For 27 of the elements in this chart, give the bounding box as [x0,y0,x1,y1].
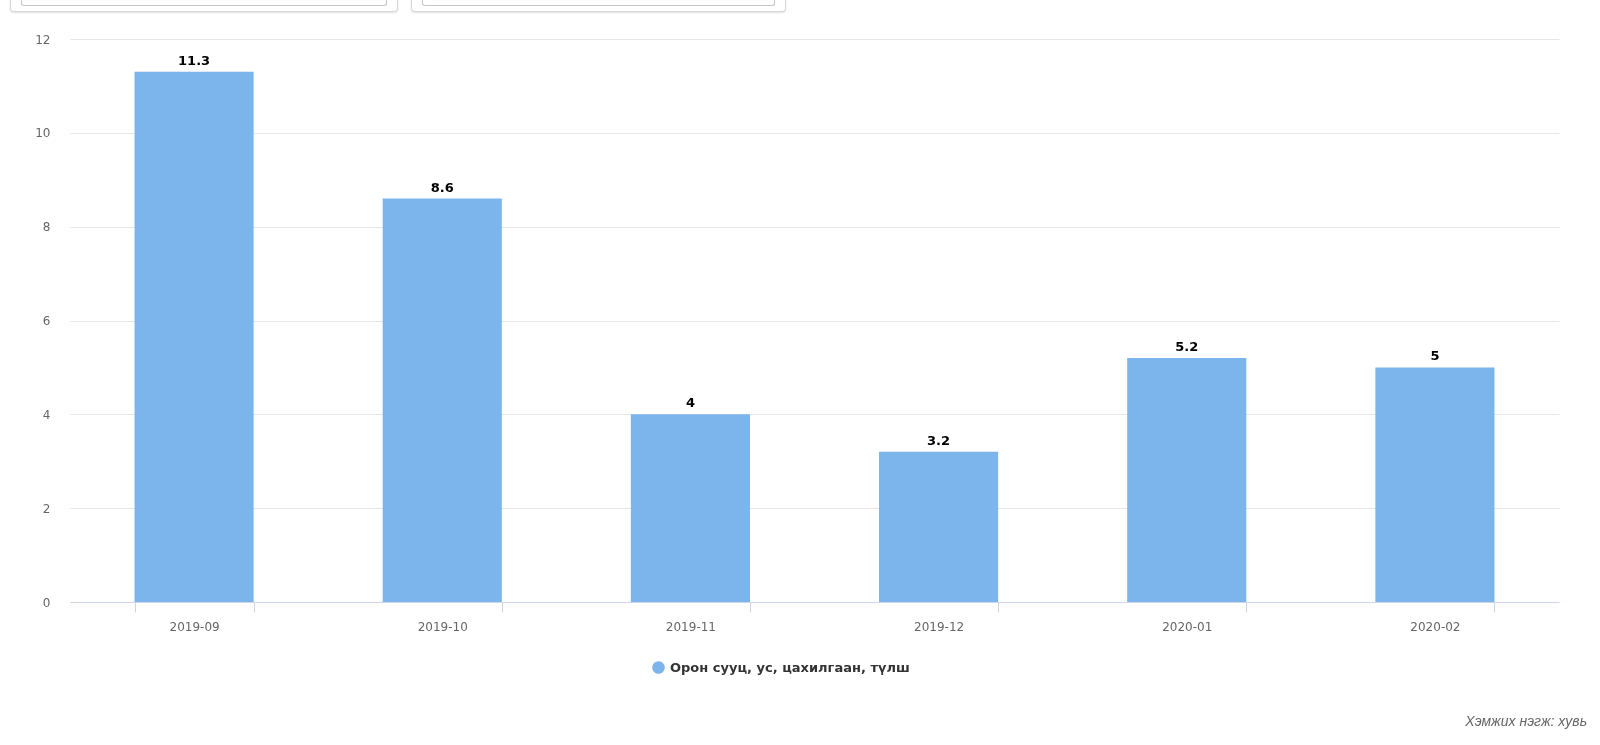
x-tick-label: 2020-02 [1410,619,1461,634]
data-label: 3.2 [927,432,951,448]
y-tick-label: 10 [35,126,51,141]
y-tick-label: 2 [42,501,51,516]
x-tick-label: 2020-01 [1162,619,1213,634]
text: Хэмжих нэгж: хувь [1465,713,1587,729]
bar [134,71,254,602]
x-tick-label: 2019-12 [914,619,965,634]
bar [382,198,502,602]
data-label: 5 [1430,348,1440,364]
bar [1127,358,1247,602]
legend-label: Орон сууц, ус, цахилгаан, түлш [670,659,910,675]
y-tick-label: 12 [35,32,51,47]
x-tick-label: 2019-11 [665,619,716,634]
y-tick-label: 0 [42,595,51,610]
bar [1375,367,1495,602]
x-tick-label: 2019-09 [169,619,220,634]
data-label: 8.6 [430,179,454,195]
data-label: 4 [685,395,695,411]
bar [630,414,750,602]
y-tick-label: 6 [42,314,51,328]
y-tick-label: 4 [42,407,51,422]
data-label: 11.3 [178,52,211,68]
bar [879,451,999,602]
data-label: 5.2 [1175,339,1199,355]
x-tick-label: 2019-10 [417,619,468,634]
y-tick-label: 8 [42,220,51,235]
